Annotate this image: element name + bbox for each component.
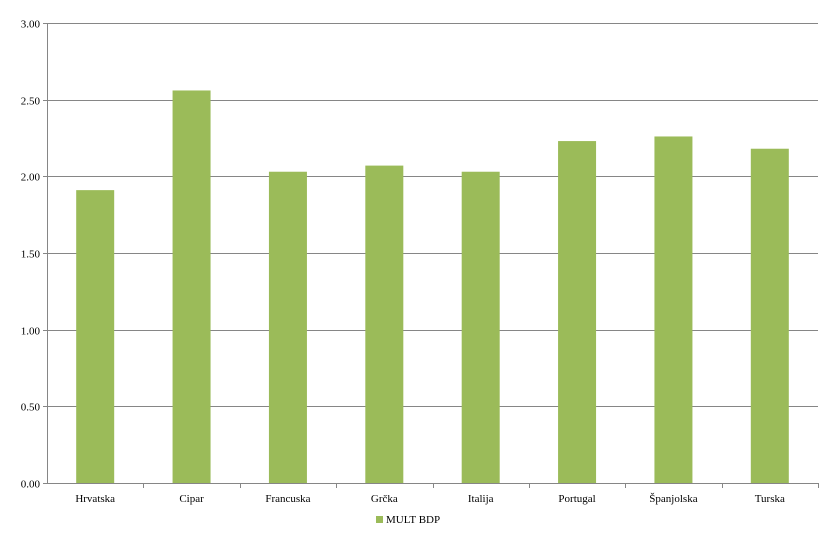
bar: [76, 190, 115, 483]
x-category-label: Cipar: [179, 493, 204, 505]
x-category-label: Turska: [755, 493, 785, 505]
y-tick-label: 2.00: [21, 172, 41, 184]
legend-label: MULT BDP: [386, 514, 440, 526]
axes: [43, 23, 819, 488]
y-tick-label: 0.50: [21, 402, 41, 414]
x-category-label: Grčka: [371, 493, 398, 505]
x-category-label: Španjolska: [649, 493, 697, 505]
bar: [654, 136, 693, 483]
legend: MULT BDP: [376, 514, 440, 526]
bar: [365, 165, 404, 483]
legend-swatch: [376, 516, 383, 523]
y-tick-label: 0.00: [21, 479, 41, 491]
x-category-label: Italija: [468, 493, 494, 505]
bar: [558, 141, 597, 484]
x-category-label: Francuska: [265, 493, 310, 505]
y-tick-label: 3.00: [21, 19, 41, 31]
y-tick-label: 2.50: [21, 96, 41, 108]
bar: [172, 90, 211, 483]
bars: [47, 90, 818, 484]
x-category-label: Hrvatska: [75, 493, 115, 505]
x-category-label: Portugal: [558, 493, 595, 505]
gridlines: [47, 23, 818, 484]
bar: [268, 171, 307, 483]
x-category-labels: Hrvatska Cipar Francuska Grčka Italija Portug…: [75, 493, 785, 505]
bar: [750, 148, 789, 483]
bar: [461, 171, 500, 483]
y-tick-label: 1.50: [21, 249, 41, 261]
y-tick-label: 1.00: [21, 326, 41, 338]
y-tick-labels: 0.00 0.50 1.00 1.50 2.00 2.50 3.00: [21, 19, 41, 491]
